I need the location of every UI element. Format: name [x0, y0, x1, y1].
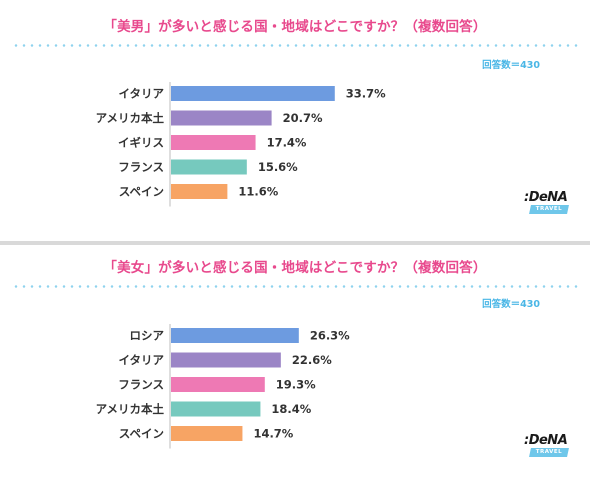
category-label: ロシア [130, 329, 165, 343]
category-label: スペイン [119, 427, 164, 441]
category-label: イタリア [118, 353, 164, 367]
dena-travel-logo: :DeNA TRAVEL [524, 433, 572, 463]
chart-panel-women: 「美女」が多いと感じる国・地域はどこですか？（複数回答） 回答数＝430 ロシア… [0, 241, 590, 485]
bar-chart-men: イタリア 33.7% アメリカ本土 20.7% イギリス 17.4% フランス 15.6% スペ… [96, 82, 386, 207]
bar [171, 426, 243, 441]
logo-band: TRAVEL [529, 205, 569, 214]
value-label: 19.3% [276, 378, 316, 392]
dotted-divider [12, 285, 578, 288]
chart-title: 「美男」が多いと感じる国・地域はどこですか？（複数回答） [103, 19, 487, 35]
value-label: 20.7% [283, 111, 323, 125]
respondent-count: 回答数＝430 [482, 60, 540, 71]
bar [171, 328, 299, 343]
category-label: スペイン [119, 185, 164, 199]
bar [171, 401, 261, 417]
category-label: フランス [118, 160, 164, 174]
bar [171, 377, 265, 392]
bar [171, 110, 272, 126]
value-label: 18.4% [271, 402, 311, 416]
bar [171, 86, 335, 101]
value-label: 15.6% [258, 160, 298, 174]
value-label: 33.7% [346, 87, 386, 101]
value-label: 11.6% [238, 185, 278, 199]
bar [171, 135, 256, 150]
category-label: フランス [118, 378, 164, 392]
logo-band: TRAVEL [529, 448, 569, 457]
value-label: 26.3% [310, 329, 350, 343]
bar [171, 352, 281, 368]
category-label: アメリカ本土 [96, 111, 165, 125]
dotted-divider [12, 44, 578, 47]
logo-wordmark: :DeNA [524, 433, 568, 448]
bar-chart-women: ロシア 26.3% イタリア 22.6% フランス 19.3% アメリカ本土 18.4% スペイ… [96, 324, 350, 449]
value-label: 17.4% [267, 136, 307, 150]
value-label: 14.7% [253, 427, 293, 441]
chart-panel-men: 「美男」が多いと感じる国・地域はどこですか？（複数回答） 回答数＝430 イタリ… [0, 0, 590, 237]
respondent-count: 回答数＝430 [482, 299, 540, 310]
chart-title: 「美女」が多いと感じる国・地域はどこですか？（複数回答） [103, 260, 487, 276]
category-label: イギリス [118, 136, 164, 150]
logo-wordmark: :DeNA [524, 190, 568, 205]
dena-travel-logo: :DeNA TRAVEL [524, 190, 572, 220]
value-label: 22.6% [292, 353, 332, 367]
category-label: イタリア [118, 87, 164, 101]
bar [171, 184, 228, 199]
category-label: アメリカ本土 [96, 402, 165, 416]
bar [171, 159, 247, 175]
